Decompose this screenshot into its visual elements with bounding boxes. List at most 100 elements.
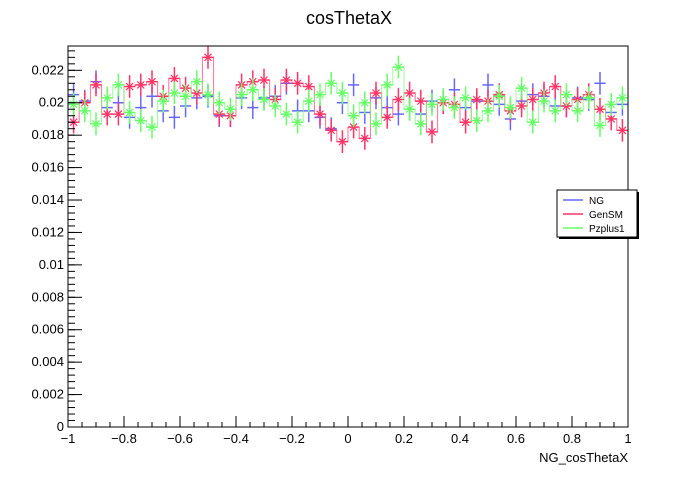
star-marker xyxy=(148,123,156,131)
data-point xyxy=(258,68,270,92)
star-marker xyxy=(372,119,380,128)
star-marker xyxy=(114,110,123,119)
star-marker xyxy=(237,90,246,99)
data-point xyxy=(191,70,203,94)
data-point xyxy=(392,55,404,79)
star-marker xyxy=(484,106,492,115)
star-marker xyxy=(349,111,358,120)
data-point xyxy=(247,78,259,102)
star-marker xyxy=(450,103,459,112)
data-point xyxy=(538,89,550,113)
data-point xyxy=(359,91,371,115)
data-point xyxy=(471,109,483,132)
y-tick-label: 0.016 xyxy=(31,160,64,175)
data-point xyxy=(112,102,124,126)
data-point xyxy=(471,88,483,111)
star-marker xyxy=(316,90,324,99)
data-point xyxy=(560,83,572,106)
y-tick-label: 0 xyxy=(57,419,64,434)
star-marker xyxy=(114,80,123,89)
star-marker xyxy=(461,118,470,127)
star-marker xyxy=(405,89,414,97)
star-marker xyxy=(170,74,179,83)
x-tick-label: −0.4 xyxy=(223,431,249,446)
x-tick-label: 0.2 xyxy=(395,431,413,446)
data-point xyxy=(370,81,382,105)
data-point xyxy=(370,112,382,136)
data-point xyxy=(269,94,281,118)
legend-entry: Pzplus1 xyxy=(563,224,625,235)
y-tick-label: 0.018 xyxy=(31,127,64,142)
star-marker xyxy=(528,95,537,104)
y-tick-label: 0.006 xyxy=(31,322,64,337)
data-point xyxy=(348,73,360,97)
star-marker xyxy=(506,103,515,112)
star-marker xyxy=(428,100,436,109)
star-marker xyxy=(304,82,313,91)
star-marker xyxy=(327,79,336,88)
y-tick-label: 0.008 xyxy=(31,289,64,304)
star-marker xyxy=(405,105,414,114)
star-marker xyxy=(327,126,336,135)
legend-entry: GenSM xyxy=(563,210,623,221)
x-tick-label: 1 xyxy=(624,431,631,446)
star-marker xyxy=(304,97,313,106)
data-point xyxy=(292,71,304,95)
star-marker xyxy=(148,77,156,86)
star-marker xyxy=(103,110,112,119)
data-point xyxy=(303,89,315,113)
star-marker xyxy=(136,116,145,125)
star-marker xyxy=(596,105,604,114)
data-point xyxy=(516,76,528,100)
star-marker xyxy=(528,118,537,127)
data-point xyxy=(124,101,136,124)
star-marker xyxy=(472,116,481,125)
data-point xyxy=(426,93,438,116)
star-marker xyxy=(394,95,403,104)
data-point xyxy=(527,110,539,134)
star-marker xyxy=(181,92,190,101)
data-point xyxy=(572,99,584,123)
data-point xyxy=(549,99,561,123)
star-marker xyxy=(618,126,627,135)
x-tick-label: −1 xyxy=(61,431,76,446)
star-marker xyxy=(226,105,235,114)
data-point xyxy=(504,96,516,119)
legend-shadow xyxy=(637,192,639,239)
star-marker xyxy=(495,92,504,101)
star-marker xyxy=(92,119,100,128)
star-marker xyxy=(204,90,212,99)
data-point xyxy=(325,71,337,95)
data-point xyxy=(415,89,427,113)
star-marker xyxy=(607,115,616,123)
legend-label: NG xyxy=(589,196,604,207)
star-marker xyxy=(472,95,481,104)
legend-label: Pzplus1 xyxy=(589,224,625,235)
data-point xyxy=(168,105,180,129)
star-marker xyxy=(260,95,268,104)
data-point xyxy=(146,115,158,139)
star-marker xyxy=(360,98,369,107)
star-marker xyxy=(372,89,380,97)
y-tick-label: 0.01 xyxy=(39,257,64,272)
star-marker xyxy=(215,98,224,107)
data-point xyxy=(213,91,225,115)
data-point xyxy=(482,99,494,123)
data-point xyxy=(594,114,606,137)
star-marker xyxy=(271,102,280,110)
star-marker xyxy=(159,97,168,106)
star-marker xyxy=(170,89,179,97)
star-marker xyxy=(416,119,425,128)
x-tick-label: 0.6 xyxy=(507,431,525,446)
data-point xyxy=(583,86,595,110)
data-point xyxy=(180,84,192,108)
data-point xyxy=(314,83,326,106)
data-point xyxy=(616,118,628,142)
star-marker xyxy=(517,84,526,93)
data-point xyxy=(460,86,472,110)
data-point xyxy=(493,84,505,108)
star-marker xyxy=(540,97,548,106)
star-marker xyxy=(551,106,560,115)
